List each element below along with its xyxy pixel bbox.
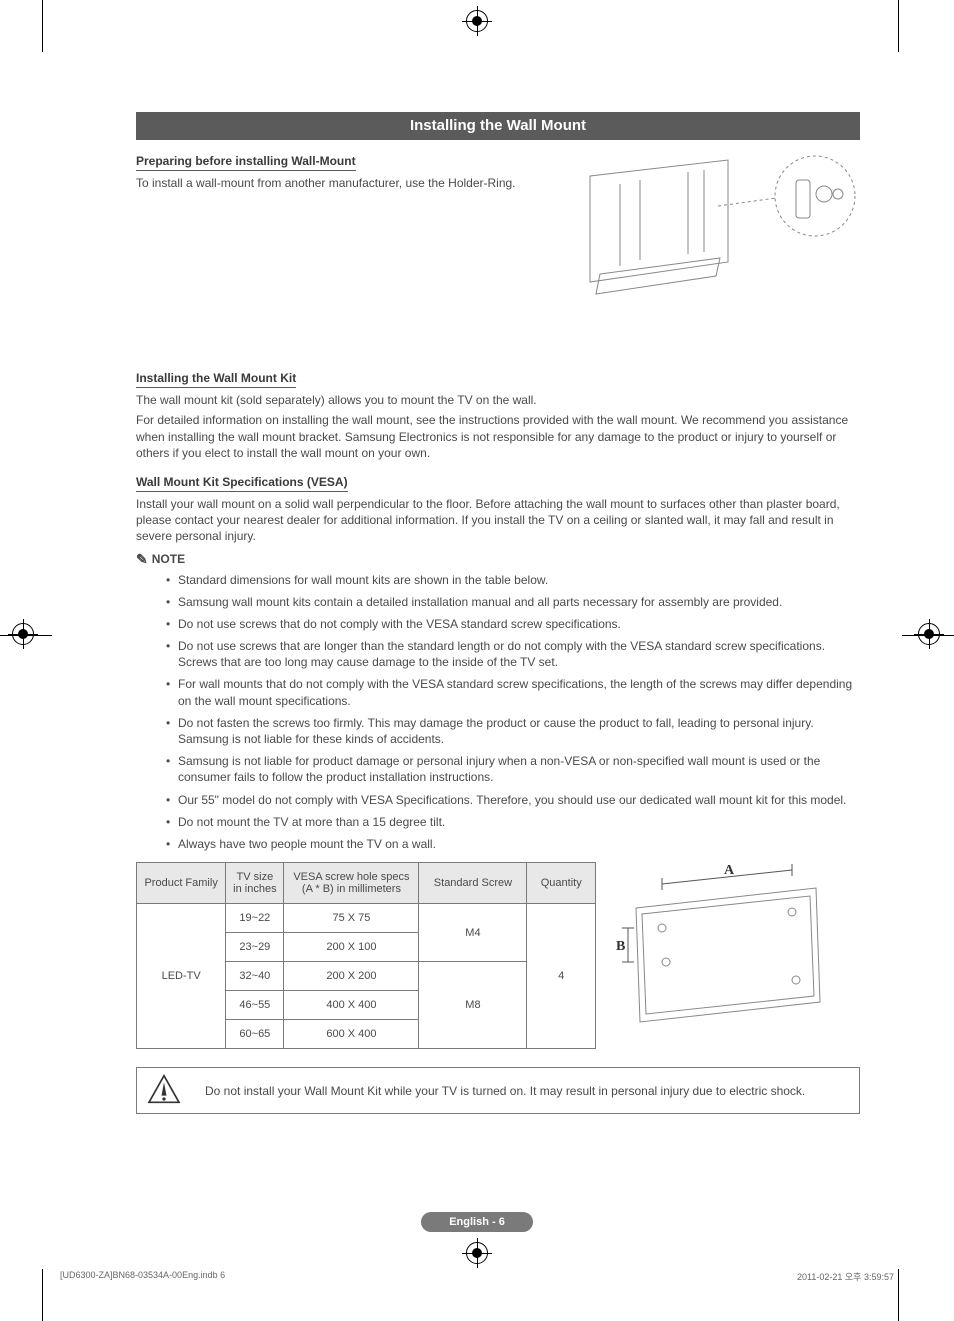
section-header: Installing the Wall Mount (136, 112, 860, 140)
section-preparing: Preparing before installing Wall-Mount T… (136, 154, 860, 191)
body-text: For detailed information on installing t… (136, 412, 860, 461)
note-item: Do not mount the TV at more than a 15 de… (166, 814, 860, 830)
content-area: Installing the Wall Mount (136, 112, 860, 1114)
table-cell: 23~29 (226, 933, 284, 962)
table-cell: 60~65 (226, 1020, 284, 1049)
table-cell: 400 X 400 (284, 991, 419, 1020)
page-footer: English - 6 (0, 1212, 954, 1232)
table-cell: LED-TV (137, 904, 226, 1049)
dim-label-a: A (724, 863, 735, 878)
vesa-table-row: Product Family TV size in inches VESA sc… (136, 862, 860, 1049)
document-page: Installing the Wall Mount (0, 0, 954, 1321)
note-item: Samsung wall mount kits contain a detail… (166, 594, 860, 610)
print-meta: [UD6300-ZA]BN68-03534A-00Eng.indb 6 2011… (60, 1270, 894, 1283)
table-cell: 200 X 200 (284, 962, 419, 991)
body-text: Install your wall mount on a solid wall … (136, 496, 860, 545)
table-cell: M4 (419, 904, 527, 962)
section-installing-kit: Installing the Wall Mount Kit The wall m… (136, 371, 860, 461)
subsection-title: Wall Mount Kit Specifications (VESA) (136, 475, 348, 492)
dim-label-b: B (616, 939, 625, 954)
table-cell: 19~22 (226, 904, 284, 933)
table-header: TV size in inches (226, 863, 284, 904)
note-item: Do not use screws that do not comply wit… (166, 616, 860, 632)
print-meta-timestamp: 2011-02-21 오후 3:59:57 (797, 1270, 894, 1283)
table-cell: 600 X 400 (284, 1020, 419, 1049)
warning-text: Do not install your Wall Mount Kit while… (205, 1083, 805, 1099)
registration-icon (12, 623, 34, 645)
body-text: The wall mount kit (sold separately) all… (136, 392, 860, 408)
table-cell: 46~55 (226, 991, 284, 1020)
section-vesa-spec: Wall Mount Kit Specifications (VESA) Ins… (136, 475, 860, 1114)
registration-icon (466, 10, 488, 32)
crop-mark (42, 0, 43, 52)
crop-mark (898, 0, 899, 52)
note-item: Do not fasten the screws too firmly. Thi… (166, 715, 860, 747)
crop-mark (42, 1269, 43, 1321)
note-item: Standard dimensions for wall mount kits … (166, 572, 860, 588)
note-list: Standard dimensions for wall mount kits … (166, 572, 860, 853)
print-meta-file: [UD6300-ZA]BN68-03534A-00Eng.indb 6 (60, 1270, 225, 1283)
table-header: VESA screw hole specs (A * B) in millime… (284, 863, 419, 904)
note-label: NOTE (152, 552, 185, 566)
table-header: Product Family (137, 863, 226, 904)
subsection-title: Preparing before installing Wall-Mount (136, 154, 356, 171)
table-cell: 32~40 (226, 962, 284, 991)
registration-icon (466, 1242, 488, 1264)
note-item: For wall mounts that do not comply with … (166, 676, 860, 708)
subsection-title: Installing the Wall Mount Kit (136, 371, 296, 388)
table-header: Standard Screw (419, 863, 527, 904)
warning-icon (147, 1074, 181, 1107)
table-cell: 75 X 75 (284, 904, 419, 933)
note-item: Samsung is not liable for product damage… (166, 753, 860, 785)
table-header: Quantity (527, 863, 596, 904)
table-cell: M8 (419, 962, 527, 1049)
table-cell: 200 X 100 (284, 933, 419, 962)
vesa-panel-diagram: A B (616, 862, 836, 1049)
crop-mark (898, 1269, 899, 1321)
registration-icon (918, 623, 940, 645)
note-icon: ✎ (136, 551, 148, 568)
note-heading: ✎ NOTE (136, 551, 860, 568)
page-number-pill: English - 6 (421, 1212, 533, 1232)
note-item: Do not use screws that are longer than t… (166, 638, 860, 670)
warning-box: Do not install your Wall Mount Kit while… (136, 1067, 860, 1114)
tv-holder-ring-illustration (570, 154, 860, 314)
note-item: Always have two people mount the TV on a… (166, 836, 860, 852)
vesa-spec-table: Product Family TV size in inches VESA sc… (136, 862, 596, 1049)
table-cell: 4 (527, 904, 596, 1049)
note-item: Our 55" model do not comply with VESA Sp… (166, 792, 860, 808)
